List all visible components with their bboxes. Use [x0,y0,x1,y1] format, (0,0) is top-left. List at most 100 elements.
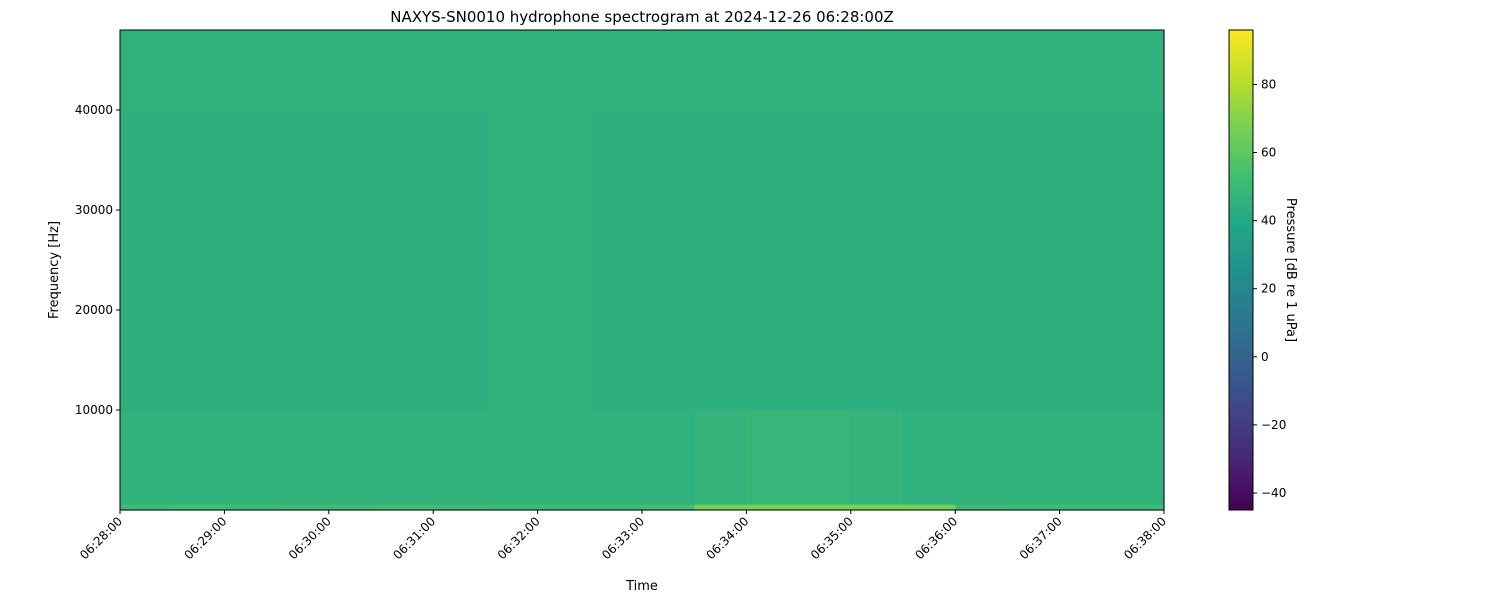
heatmap-cell [276,110,330,411]
y-tick-label: 10000 [75,403,113,417]
colorbar-tick-label: 40 [1261,214,1276,228]
colorbar [1228,29,1254,511]
heatmap-cell [485,30,539,111]
heatmap-cell [955,30,1008,111]
heatmap-cell [276,30,330,111]
heatmap-cell [955,110,1008,411]
heatmap-cell [1059,30,1113,111]
x-tick-label: 06:35:00 [808,514,856,562]
heatmap-cell [433,504,486,511]
heatmap-cell [381,504,434,511]
x-tick-label: 06:33:00 [599,514,647,562]
heatmap-cell [172,110,225,411]
y-tick-label: 40000 [75,103,113,117]
heatmap-cell [224,30,278,111]
heatmap-cell [589,110,643,411]
heatmap-cell [746,30,800,111]
y-axis: 10000 20000 30000 40000 [75,103,120,417]
colorbar-axis: −40 −20 0 20 40 60 80 [1253,77,1286,500]
heatmap-cell [1007,110,1061,411]
heatmap-cells [120,30,1165,511]
x-tick-label: 06:29:00 [182,514,230,562]
heatmap-cell [381,410,434,505]
colorbar-tick-label: 0 [1261,350,1269,364]
heatmap-cell [798,30,852,111]
x-tick-label: 06:37:00 [1017,514,1065,562]
heatmap-cell [1111,410,1165,505]
heatmap-cell [1059,410,1113,505]
heatmap-cell [955,410,1008,505]
heatmap-cell [642,410,695,505]
heatmap-cell [903,110,956,411]
heatmap-cell [276,504,330,511]
heatmap-cell [642,30,695,111]
heatmap-cell [1111,30,1165,111]
heatmap-cell [328,30,382,111]
heatmap-cell [850,110,904,411]
heatmap-cell [589,30,643,111]
heatmap-cell [328,410,382,505]
heatmap-cell [589,410,643,505]
heatmap-cell [1059,504,1113,511]
heatmap-cell [224,110,278,411]
heatmap-cell [224,410,278,505]
y-tick-label: 20000 [75,303,113,317]
heatmap-cell [120,110,173,411]
heatmap-cell [850,504,904,511]
colorbar-label: Pressure [dB re 1 uPa] [1283,198,1298,342]
colorbar-tick-label: 80 [1261,77,1276,91]
heatmap-cell [642,110,695,411]
heatmap-cell [746,110,800,411]
heatmap-cell [172,30,225,111]
heatmap-cell [694,30,747,111]
heatmap-cell [537,30,591,111]
heatmap-cell [172,410,225,505]
heatmap-cell [589,504,643,511]
heatmap-cell [433,110,486,411]
heatmap-cell [1007,30,1061,111]
x-tick-label: 06:31:00 [390,514,438,562]
heatmap-cell [485,110,539,411]
heatmap-cell [798,410,852,505]
heatmap-cell [381,30,434,111]
x-tick-label: 06:36:00 [912,514,960,562]
x-tick-label: 06:28:00 [77,514,125,562]
heatmap-cell [328,110,382,411]
heatmap-cell [381,110,434,411]
x-tick-label: 06:32:00 [495,514,543,562]
y-axis-label: Frequency [Hz] [47,221,62,319]
heatmap-cell [276,410,330,505]
heatmap-cell [903,30,956,111]
heatmap-cell [224,504,278,511]
heatmap-cell [903,504,956,511]
chart-title: NAXYS-SN0010 hydrophone spectrogram at 2… [390,8,894,26]
heatmap-cell [694,410,747,505]
heatmap-cell [746,410,800,505]
heatmap-cell [328,504,382,511]
heatmap-cell [642,504,695,511]
colorbar-tick-label: 60 [1261,146,1276,160]
heatmap-cell [694,110,747,411]
colorbar-tick-label: −20 [1261,418,1286,432]
heatmap-cell [120,504,173,511]
heatmap-cell [850,30,904,111]
heatmap-cell [1111,504,1165,511]
heatmap-cell [1059,110,1113,411]
x-axis-label: Time [625,579,658,594]
heatmap-cell [746,504,800,511]
heatmap-cell [485,410,539,505]
heatmap-cell [1111,110,1165,411]
heatmap-cell [537,110,591,411]
heatmap-cell [537,410,591,505]
heatmap-cell [1007,504,1061,511]
heatmap-cell [850,410,904,505]
colorbar-tick-label: 20 [1261,282,1276,296]
heatmap-cell [433,30,486,111]
heatmap-cell [120,30,173,111]
heatmap-cell [694,504,747,511]
heatmap-cell [1007,410,1061,505]
x-axis: 06:28:00 06:29:00 06:30:00 06:31:00 06:32:00… [77,510,1169,562]
heatmap-cell [537,504,591,511]
